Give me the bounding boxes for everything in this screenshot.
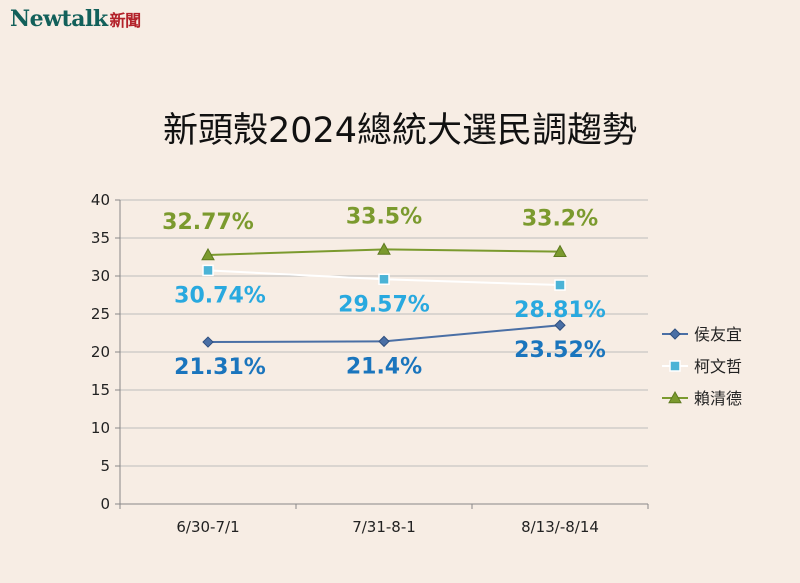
- y-tick-label-10: 10: [91, 419, 110, 437]
- series-2-point-1: [377, 242, 391, 255]
- x-tick-label-0: 6/30-7/1: [176, 518, 239, 536]
- series-0-data-label-2: 23.52%: [514, 338, 606, 363]
- series-1-data-label-2: 28.81%: [514, 298, 606, 323]
- legend-label-0: 侯友宜: [694, 325, 742, 344]
- y-tick-label-5: 5: [100, 457, 110, 475]
- legend-label-1: 柯文哲: [694, 357, 742, 376]
- x-tick-label-2: 8/13/-8/14: [521, 518, 599, 536]
- legend-label-2: 賴清德: [694, 389, 742, 408]
- y-tick-label-0: 0: [100, 495, 110, 513]
- brand-name: Newtalk: [10, 6, 108, 32]
- y-tick-label-35: 35: [91, 229, 110, 247]
- series-2-data-label-0: 32.77%: [162, 210, 254, 235]
- y-tick-label-30: 30: [91, 267, 110, 285]
- series-2-point-2: [553, 244, 567, 257]
- series-1-point-1: [378, 273, 390, 286]
- series-1-point-0: [202, 264, 214, 277]
- series-0-point-1: [378, 335, 390, 348]
- brand-suffix: 新聞: [109, 11, 142, 30]
- series-2-data-label-2: 33.2%: [522, 207, 598, 232]
- series-0-point-2: [554, 319, 566, 331]
- newtalk-logo: Newtalk 新聞: [10, 6, 141, 32]
- y-tick-label-25: 25: [91, 305, 110, 323]
- legend-marker-1: [669, 360, 681, 372]
- series-0-point-0: [202, 336, 214, 348]
- y-tick-label-20: 20: [91, 343, 110, 361]
- series-0-data-label-1: 21.4%: [346, 354, 422, 379]
- series-1-point-2: [554, 279, 566, 291]
- legend-marker-0: [669, 328, 681, 340]
- series-1-data-label-0: 30.74%: [174, 283, 266, 308]
- series-2-point-0: [201, 247, 215, 261]
- y-tick-label-15: 15: [91, 381, 110, 399]
- x-tick-label-1: 7/31-8-1: [352, 518, 416, 536]
- legend-marker-2: [668, 390, 682, 404]
- series-0-data-label-0: 21.31%: [174, 355, 266, 380]
- y-tick-label-40: 40: [91, 191, 110, 209]
- chart-title: 新頭殼2024總統大選民調趨勢: [162, 111, 638, 151]
- series-2-data-label-1: 33.5%: [346, 204, 422, 229]
- series-1-data-label-1: 29.57%: [338, 292, 430, 317]
